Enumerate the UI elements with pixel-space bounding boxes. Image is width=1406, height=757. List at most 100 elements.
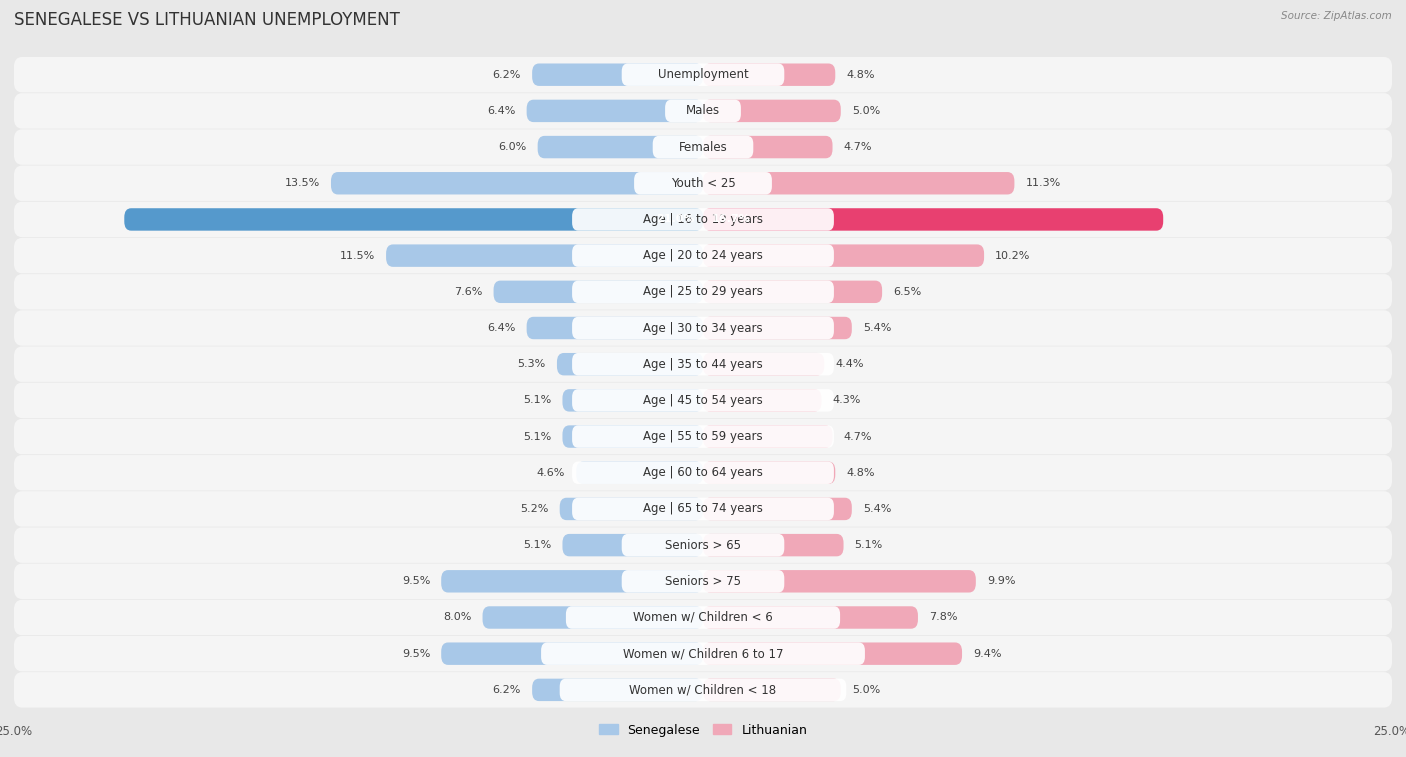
FancyBboxPatch shape [703, 534, 844, 556]
FancyBboxPatch shape [14, 455, 1392, 491]
FancyBboxPatch shape [634, 172, 772, 195]
FancyBboxPatch shape [703, 208, 1163, 231]
FancyBboxPatch shape [703, 643, 962, 665]
FancyBboxPatch shape [703, 425, 832, 448]
Text: 6.2%: 6.2% [492, 70, 522, 79]
FancyBboxPatch shape [572, 208, 834, 231]
Text: 5.3%: 5.3% [517, 359, 546, 369]
Text: Females: Females [679, 141, 727, 154]
FancyBboxPatch shape [14, 238, 1392, 273]
Text: 21.0%: 21.0% [657, 214, 695, 224]
Text: Age | 65 to 74 years: Age | 65 to 74 years [643, 503, 763, 516]
Text: 7.6%: 7.6% [454, 287, 482, 297]
FancyBboxPatch shape [124, 208, 703, 231]
Text: Age | 25 to 29 years: Age | 25 to 29 years [643, 285, 763, 298]
FancyBboxPatch shape [14, 491, 1392, 527]
Text: Seniors > 65: Seniors > 65 [665, 539, 741, 552]
FancyBboxPatch shape [14, 382, 1392, 418]
FancyBboxPatch shape [572, 389, 834, 412]
Text: 11.3%: 11.3% [1025, 178, 1060, 188]
FancyBboxPatch shape [441, 570, 703, 593]
Text: Age | 55 to 59 years: Age | 55 to 59 years [643, 430, 763, 443]
Text: Women w/ Children < 18: Women w/ Children < 18 [630, 684, 776, 696]
Text: 9.5%: 9.5% [402, 576, 430, 587]
Text: 8.0%: 8.0% [443, 612, 471, 622]
FancyBboxPatch shape [14, 528, 1392, 563]
FancyBboxPatch shape [14, 129, 1392, 165]
Text: 16.7%: 16.7% [711, 214, 749, 224]
FancyBboxPatch shape [703, 172, 1014, 195]
Text: Age | 35 to 44 years: Age | 35 to 44 years [643, 358, 763, 371]
Text: 4.8%: 4.8% [846, 70, 875, 79]
FancyBboxPatch shape [14, 636, 1392, 671]
Legend: Senegalese, Lithuanian: Senegalese, Lithuanian [593, 718, 813, 742]
FancyBboxPatch shape [560, 679, 846, 701]
FancyBboxPatch shape [14, 672, 1392, 708]
FancyBboxPatch shape [621, 570, 785, 593]
FancyBboxPatch shape [494, 281, 703, 303]
FancyBboxPatch shape [482, 606, 703, 629]
FancyBboxPatch shape [572, 353, 834, 375]
FancyBboxPatch shape [652, 136, 754, 158]
FancyBboxPatch shape [541, 643, 865, 665]
Text: 5.1%: 5.1% [523, 540, 551, 550]
Text: 4.7%: 4.7% [844, 431, 872, 441]
FancyBboxPatch shape [572, 281, 834, 303]
Text: 5.1%: 5.1% [855, 540, 883, 550]
FancyBboxPatch shape [14, 600, 1392, 635]
Text: 4.4%: 4.4% [835, 359, 863, 369]
FancyBboxPatch shape [703, 389, 821, 412]
FancyBboxPatch shape [562, 389, 703, 412]
FancyBboxPatch shape [537, 136, 703, 158]
Text: Unemployment: Unemployment [658, 68, 748, 81]
FancyBboxPatch shape [703, 100, 841, 122]
Text: Age | 60 to 64 years: Age | 60 to 64 years [643, 466, 763, 479]
FancyBboxPatch shape [703, 245, 984, 267]
FancyBboxPatch shape [531, 64, 703, 86]
Text: 6.2%: 6.2% [492, 685, 522, 695]
Text: 9.5%: 9.5% [402, 649, 430, 659]
Text: 4.7%: 4.7% [844, 142, 872, 152]
FancyBboxPatch shape [703, 570, 976, 593]
Text: 5.0%: 5.0% [852, 106, 880, 116]
FancyBboxPatch shape [527, 316, 703, 339]
Text: 10.2%: 10.2% [995, 251, 1031, 260]
FancyBboxPatch shape [703, 136, 832, 158]
Text: 6.4%: 6.4% [488, 323, 516, 333]
FancyBboxPatch shape [703, 679, 841, 701]
FancyBboxPatch shape [14, 274, 1392, 310]
FancyBboxPatch shape [387, 245, 703, 267]
FancyBboxPatch shape [576, 462, 703, 484]
Text: Males: Males [686, 104, 720, 117]
Text: Source: ZipAtlas.com: Source: ZipAtlas.com [1281, 11, 1392, 21]
FancyBboxPatch shape [703, 353, 824, 375]
Text: Seniors > 75: Seniors > 75 [665, 575, 741, 587]
Text: Women w/ Children 6 to 17: Women w/ Children 6 to 17 [623, 647, 783, 660]
Text: 9.9%: 9.9% [987, 576, 1015, 587]
FancyBboxPatch shape [572, 245, 834, 267]
Text: 13.5%: 13.5% [284, 178, 321, 188]
FancyBboxPatch shape [557, 353, 703, 375]
FancyBboxPatch shape [14, 57, 1392, 92]
Text: 4.8%: 4.8% [846, 468, 875, 478]
Text: Age | 30 to 34 years: Age | 30 to 34 years [643, 322, 763, 335]
FancyBboxPatch shape [441, 643, 703, 665]
FancyBboxPatch shape [572, 316, 834, 339]
Text: 6.4%: 6.4% [488, 106, 516, 116]
Text: 4.6%: 4.6% [537, 468, 565, 478]
FancyBboxPatch shape [703, 462, 835, 484]
FancyBboxPatch shape [572, 425, 834, 448]
FancyBboxPatch shape [703, 497, 852, 520]
FancyBboxPatch shape [14, 563, 1392, 599]
Text: 5.4%: 5.4% [863, 323, 891, 333]
Text: 11.5%: 11.5% [340, 251, 375, 260]
Text: Age | 45 to 54 years: Age | 45 to 54 years [643, 394, 763, 407]
Text: 6.5%: 6.5% [893, 287, 921, 297]
Text: 5.1%: 5.1% [523, 395, 551, 406]
FancyBboxPatch shape [14, 310, 1392, 346]
FancyBboxPatch shape [14, 166, 1392, 201]
FancyBboxPatch shape [531, 679, 703, 701]
FancyBboxPatch shape [14, 201, 1392, 237]
Text: Age | 20 to 24 years: Age | 20 to 24 years [643, 249, 763, 262]
Text: 5.0%: 5.0% [852, 685, 880, 695]
